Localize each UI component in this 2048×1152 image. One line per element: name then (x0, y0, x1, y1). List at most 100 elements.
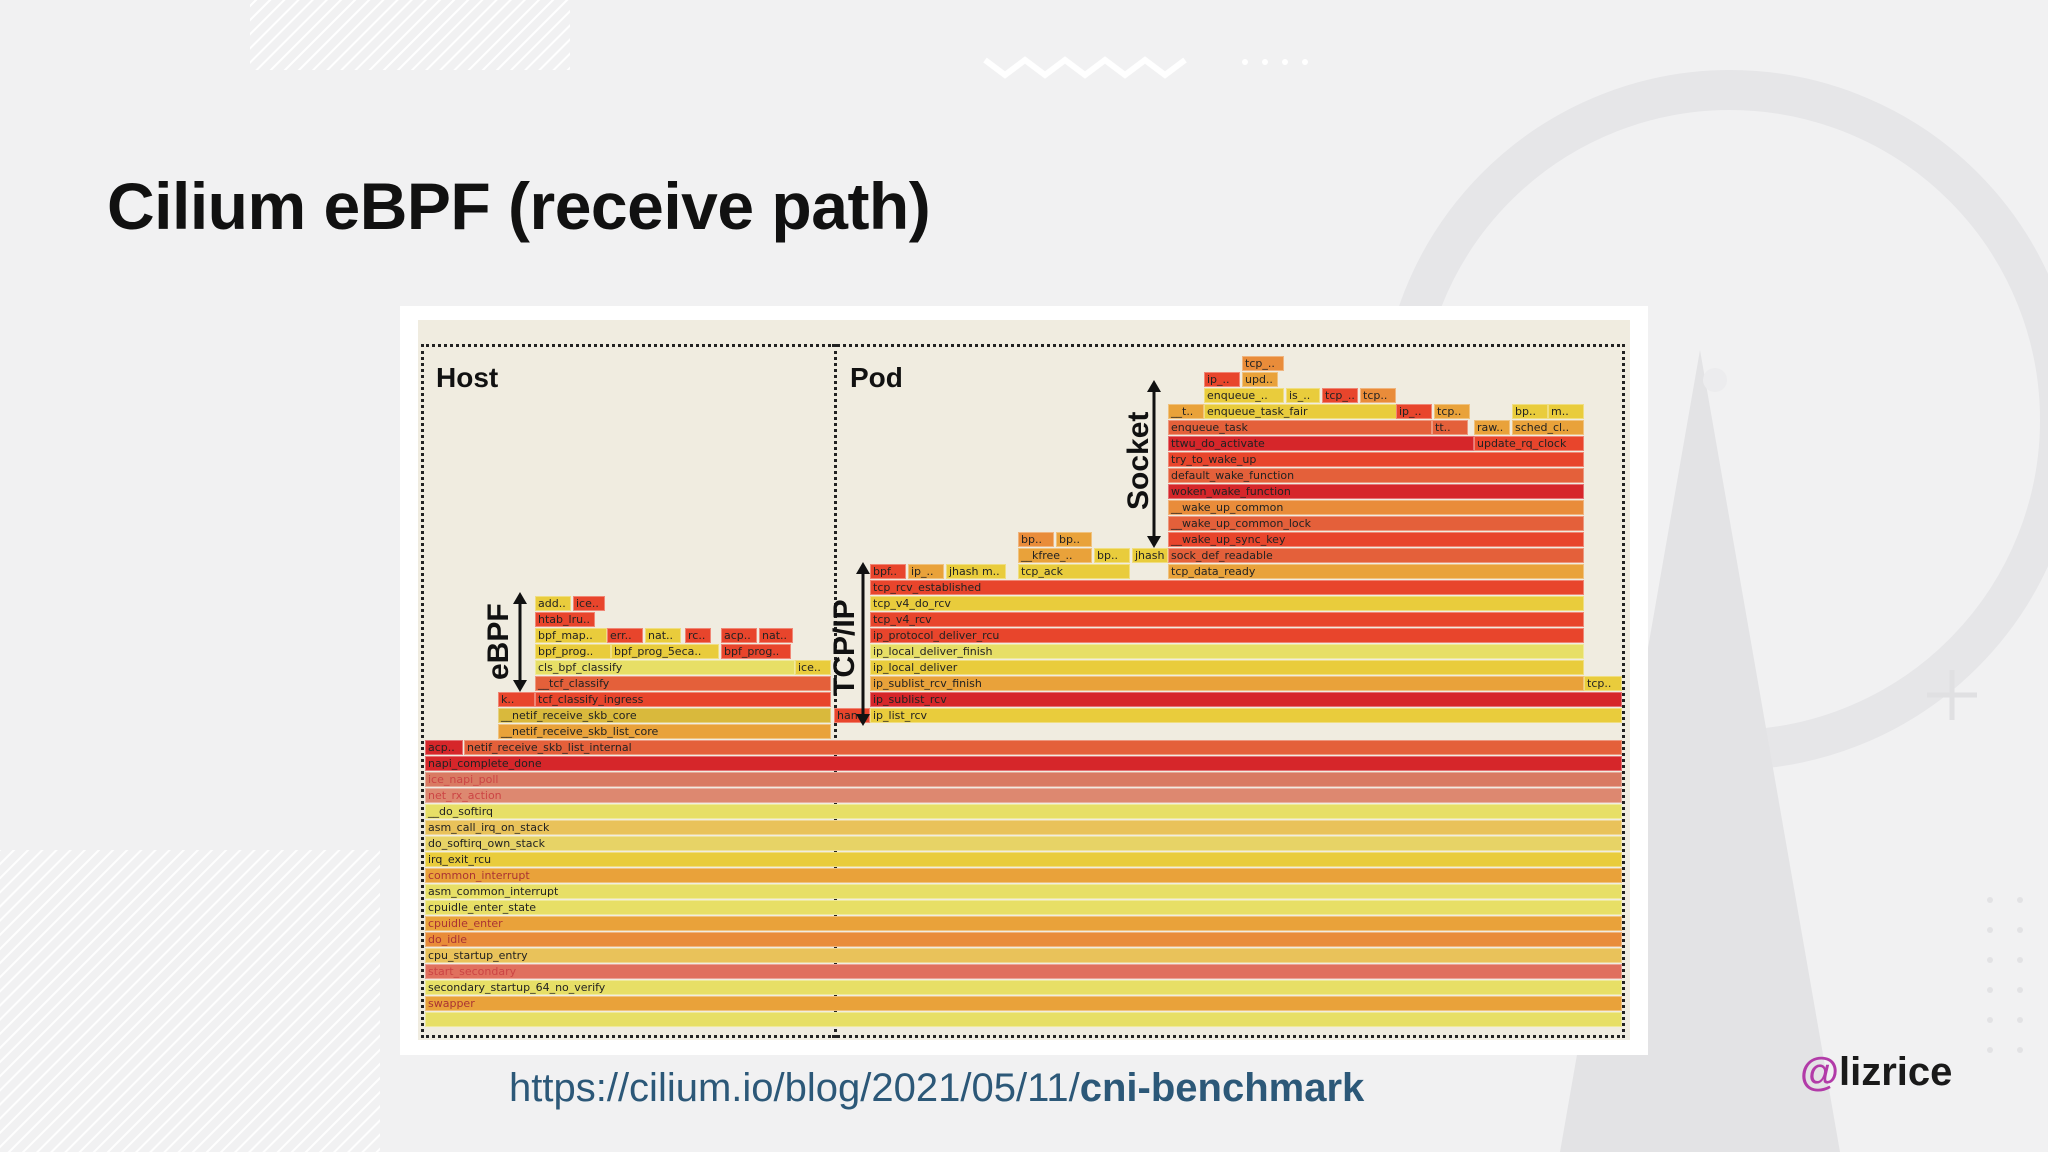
pod-region-label: Pod (850, 362, 903, 393)
flame-frame: ip_local_deliver (870, 660, 1584, 675)
flame-frame: acp.. (721, 628, 757, 643)
flame-frame: swapper (425, 996, 1622, 1011)
flame-frame: m.. (1548, 404, 1584, 419)
flame-frame: nat.. (759, 628, 793, 643)
flame-frame: ip_local_deliver_finish (870, 644, 1584, 659)
host-region-label: Host (436, 362, 499, 393)
flame-frame: __kfree_.. (1018, 548, 1092, 563)
flame-frame: tcp_.. (1242, 356, 1284, 371)
flame-frame: __wake_up_common (1168, 500, 1584, 515)
flame-frame: tt.. (1432, 420, 1468, 435)
tcpip-range-arrow (856, 562, 870, 726)
flame-frame: bp.. (1018, 532, 1054, 547)
flame-frame: try_to_wake_up (1168, 452, 1584, 467)
flame-frame: nat.. (645, 628, 681, 643)
flame-frame: irq_exit_rcu (425, 852, 1622, 867)
flame-frame: raw.. (1474, 420, 1510, 435)
flame-frame: start_secondary (425, 964, 1622, 979)
flame-frame: __wake_up_common_lock (1168, 516, 1584, 531)
host-region-border (421, 344, 837, 1038)
flame-frame: upd.. (1242, 372, 1278, 387)
flame-frame: __tcf_classify (535, 676, 831, 691)
flame-frame: ice_napi_poll (425, 772, 1622, 787)
flame-frame: woken_wake_function (1168, 484, 1584, 499)
flame-frame: k.. (498, 692, 535, 707)
flame-frame: secondary_startup_64_no_verify (425, 980, 1622, 995)
flame-graph: Host Pod acp.. netif_receive_skb_list_in… (418, 320, 1630, 1040)
flame-frame: enqueue_.. (1204, 388, 1284, 403)
flame-frame: cpu_startup_entry (425, 948, 1622, 963)
author-handle-name: lizrice (1839, 1050, 1953, 1094)
flame-frame: add.. (535, 596, 571, 611)
flame-frame: ip_list_rcv (870, 708, 1622, 723)
flame-frame: bp.. (1056, 532, 1092, 547)
flame-frame: rc.. (685, 628, 711, 643)
flame-frame: tcf_classify_ingress (535, 692, 831, 707)
slide-title: Cilium eBPF (receive path) (107, 169, 931, 243)
flame-frame: htab_lru.. (535, 612, 595, 627)
flame-frame: enqueue_task_fair (1204, 404, 1404, 419)
flame-frame: cls_bpf_classify (535, 660, 795, 675)
flame-frame: tcp_rcv_established (870, 580, 1584, 595)
flame-frame: tcp_v4_rcv (870, 612, 1584, 627)
socket-label: Socket (1122, 411, 1155, 510)
flame-frame: asm_common_interrupt (425, 884, 1622, 899)
flame-frame: jhash m.. (946, 564, 1006, 579)
flame-frame: ip_.. (908, 564, 944, 579)
ebpf-label: eBPF (482, 603, 515, 680)
flame-frame: bpf.. (870, 564, 906, 579)
flame-frame: bpf_map.. (535, 628, 607, 643)
flame-frame: __wake_up_sync_key (1168, 532, 1584, 547)
source-link[interactable]: https://cilium.io/blog/2021/05/11/cni-be… (509, 1066, 1364, 1111)
flame-frame: asm_call_irq_on_stack (425, 820, 1622, 835)
flame-frame: is_.. (1286, 388, 1320, 403)
flame-frame: update_rq_clock (1474, 436, 1584, 451)
flame-frame: ip_protocol_deliver_rcu (870, 628, 1584, 643)
author-handle-at: @ (1800, 1050, 1840, 1094)
ebpf-range-arrow (513, 592, 527, 692)
flame-frame: jhash (1132, 548, 1168, 563)
author-handle: @lizrice (1800, 1050, 1952, 1095)
flame-frame: common_interrupt (425, 868, 1622, 883)
source-link-slug: cni-benchmark (1079, 1066, 1365, 1110)
flame-frame: default_wake_function (1168, 468, 1584, 483)
flame-frame: tcp.. (1584, 676, 1622, 691)
tcpip-label: TCP/IP (828, 599, 861, 696)
flame-frame: sched_cl.. (1512, 420, 1584, 435)
source-link-prefix: https://cilium.io/blog/2021/05/11/ (509, 1066, 1080, 1110)
flame-frame: bpf_prog_5eca.. (611, 644, 719, 659)
flame-frame: enqueue_task (1168, 420, 1432, 435)
flame-frame: acp.. (425, 740, 463, 755)
flame-frame: tcp.. (1434, 404, 1470, 419)
flame-frame: __netif_receive_skb_list_core (498, 724, 831, 739)
socket-range-arrow (1147, 380, 1161, 548)
flame-frame: __netif_receive_skb_core (498, 708, 831, 723)
flame-frame: bp.. (1094, 548, 1130, 563)
flame-frame: ip_.. (1204, 372, 1240, 387)
flame-frame: do_softirq_own_stack (425, 836, 1622, 851)
flame-frame: bpf_prog.. (535, 644, 611, 659)
flame-frame (425, 1012, 1622, 1027)
flame-frame: ip_sublist_rcv (870, 692, 1622, 707)
flame-frame: cpuidle_enter (425, 916, 1622, 931)
flame-frame: ip_sublist_rcv_finish (870, 676, 1584, 691)
flame-frame: tcp_data_ready (1168, 564, 1584, 579)
flame-frame: napi_complete_done (425, 756, 1622, 771)
flame-frame: ice.. (795, 660, 831, 675)
flame-frame: __t.. (1168, 404, 1204, 419)
flame-frame: sock_def_readable (1168, 548, 1584, 563)
flame-frame: err.. (607, 628, 643, 643)
flame-frame: bpf_prog.. (721, 644, 791, 659)
flame-frame: netif_receive_skb_list_internal (464, 740, 1622, 755)
flame-frame: cpuidle_enter_state (425, 900, 1622, 915)
flame-frame: tcp_ack (1018, 564, 1130, 579)
flame-frame: tcp.. (1360, 388, 1396, 403)
flame-frame: tcp_.. (1322, 388, 1358, 403)
flame-frame: __do_softirq (425, 804, 1622, 819)
flame-frame: net_rx_action (425, 788, 1622, 803)
flame-frame: bp.. (1512, 404, 1548, 419)
flame-frame: do_idle (425, 932, 1622, 947)
flame-frame: ip_.. (1396, 404, 1432, 419)
flame-frame: tcp_v4_do_rcv (870, 596, 1584, 611)
flame-frame: ttwu_do_activate (1168, 436, 1474, 451)
